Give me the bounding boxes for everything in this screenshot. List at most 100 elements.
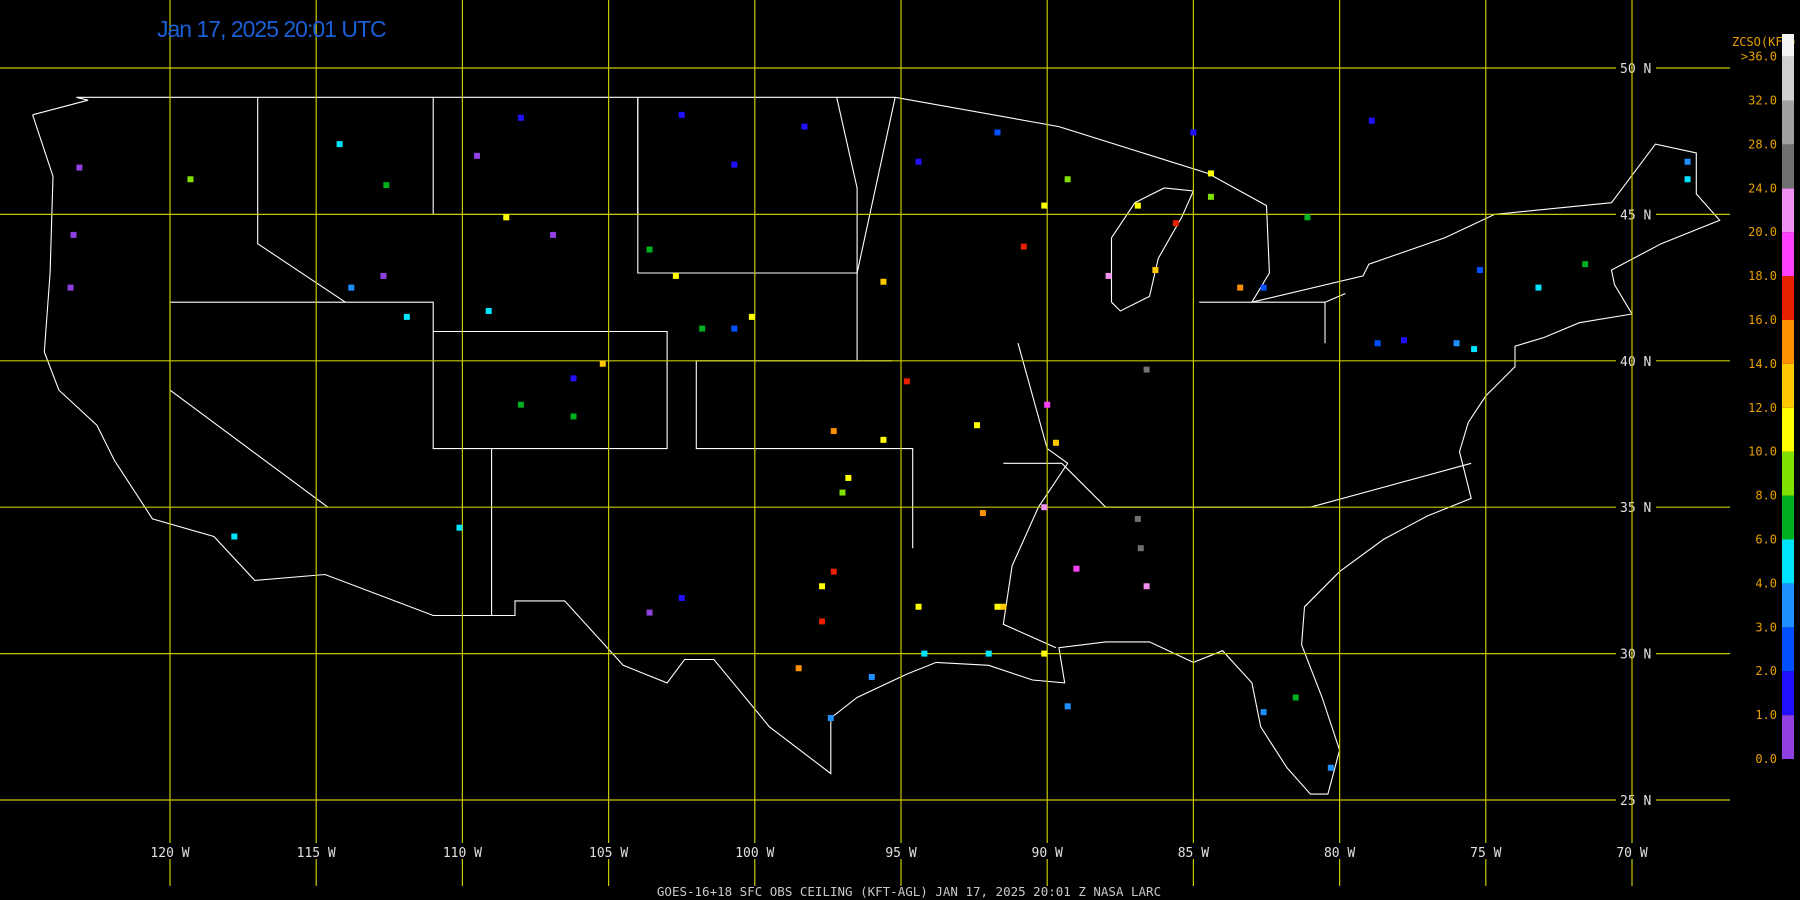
colorbar-segment (1782, 232, 1794, 277)
station (1143, 366, 1150, 373)
latitude-label: 45 N (1620, 208, 1651, 223)
colorbar-label: 18.0 (1748, 269, 1777, 283)
colorbar-segment (1782, 671, 1794, 716)
latitude-label: 40 N (1620, 355, 1651, 370)
station (830, 568, 837, 575)
station (70, 231, 77, 238)
station (1143, 583, 1150, 590)
station (819, 618, 826, 625)
label-bg (1616, 645, 1656, 662)
station (903, 378, 910, 385)
colorbar-segment (1782, 539, 1794, 584)
station (187, 176, 194, 183)
colorbar-label: 6.0 (1755, 533, 1777, 547)
longitude-label: 105 W (589, 846, 628, 861)
label-bg (294, 843, 339, 859)
station (348, 284, 355, 291)
colorbar-segment (1782, 34, 1794, 57)
station (1400, 337, 1407, 344)
station (985, 650, 992, 657)
station (1304, 214, 1311, 221)
station (839, 489, 846, 496)
outline (1324, 292, 1346, 303)
station (570, 413, 577, 420)
station (1535, 284, 1542, 291)
colorbar-label: 10.0 (1748, 445, 1777, 459)
colorbar-label: 32.0 (1748, 94, 1777, 108)
station (731, 161, 738, 168)
colorbar-segment (1782, 188, 1794, 233)
station (1152, 267, 1159, 274)
station (1260, 284, 1267, 291)
outline (1110, 187, 1195, 312)
station (1207, 170, 1214, 177)
label-bg (1025, 843, 1070, 859)
colorbar-label: 14.0 (1748, 357, 1777, 371)
station (1134, 515, 1141, 522)
station (646, 246, 653, 253)
colorbar-label: 1.0 (1755, 708, 1777, 722)
station (474, 152, 481, 159)
station (517, 114, 524, 121)
station (827, 715, 834, 722)
latitude-label: 30 N (1620, 648, 1651, 663)
colorbar-segment (1782, 276, 1794, 320)
station (994, 129, 1001, 136)
stations (67, 111, 1691, 771)
station (1207, 193, 1214, 200)
colorbar-label: 3.0 (1755, 620, 1777, 634)
station (403, 313, 410, 320)
label-bg (148, 843, 192, 859)
longitude-label: 75 W (1470, 846, 1501, 861)
outline (32, 96, 1721, 795)
station (1292, 694, 1299, 701)
label-bg (586, 843, 631, 859)
station (979, 510, 986, 517)
colorbar: ZCSO(KFt) 0.0 1.0 2.0 3.0 4.0 6.0 8.0 10.0 12.0 14… (1732, 34, 1797, 766)
colorbar-label: 0.0 (1755, 752, 1777, 766)
station (1368, 117, 1375, 124)
station (1260, 709, 1267, 716)
station (819, 583, 826, 590)
colorbar-segment (1782, 320, 1794, 364)
station (830, 428, 837, 435)
map-title: Jan 17, 2025 20:01 UTC (157, 16, 386, 42)
colorbar-label: 20.0 (1748, 225, 1777, 239)
colorbar-label: 28.0 (1748, 137, 1777, 151)
label-bg (1616, 499, 1656, 516)
station (1476, 267, 1483, 274)
station (1041, 504, 1048, 511)
station (1044, 401, 1051, 408)
label-bg (1616, 60, 1656, 76)
station (1374, 340, 1381, 347)
station (915, 603, 922, 610)
colorbar-segment (1782, 144, 1794, 189)
station (1052, 439, 1059, 446)
colorbar-label: 2.0 (1755, 664, 1777, 678)
station (672, 272, 679, 279)
station (1172, 220, 1179, 227)
station (1453, 340, 1460, 347)
label-bg (1317, 843, 1362, 859)
station (1041, 650, 1048, 657)
longitude-label: 90 W (1032, 846, 1063, 861)
station (1041, 202, 1048, 209)
colorbar-label: 8.0 (1755, 489, 1777, 503)
label-bg (732, 843, 777, 859)
longitude-label: 80 W (1324, 846, 1355, 861)
longitude-label: 120 W (150, 846, 189, 861)
longitude-label: 115 W (297, 846, 336, 861)
station (801, 123, 808, 130)
station (868, 674, 875, 681)
colorbar-segment (1782, 56, 1794, 101)
station (1237, 284, 1244, 291)
station (76, 164, 83, 171)
label-bg (1463, 843, 1508, 859)
station (731, 325, 738, 332)
longitude-label: 70 W (1616, 846, 1647, 861)
label-bg (1171, 843, 1216, 859)
footer: GOES-16+18 SFC OBS CEILING (KFT-AGL) JAN… (657, 884, 1161, 899)
